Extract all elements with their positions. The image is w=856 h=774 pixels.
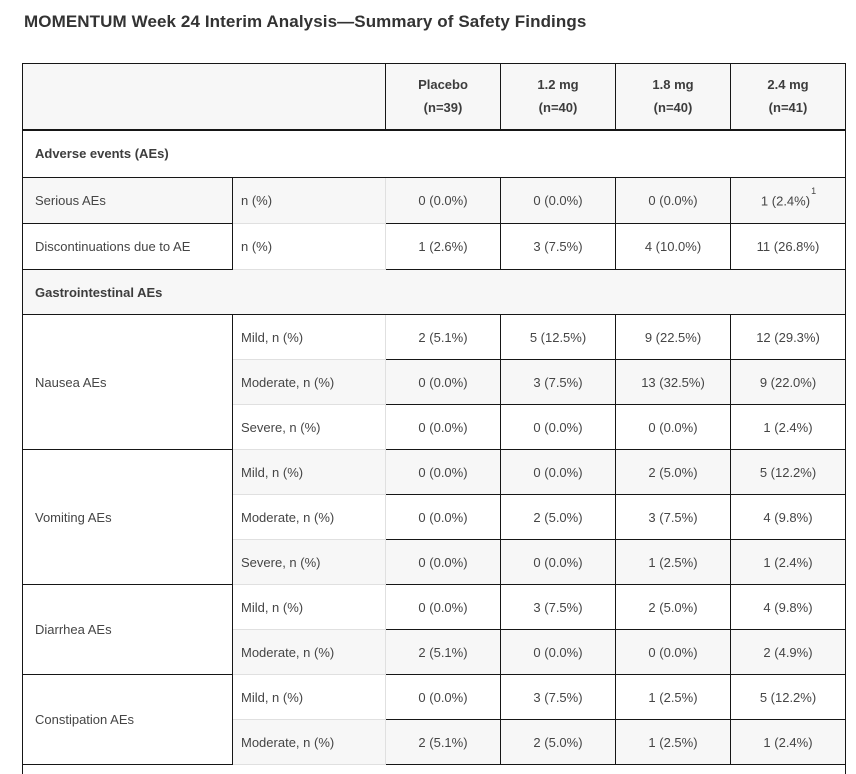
value-cell: 0 (0.0%) bbox=[500, 404, 616, 450]
value-cell: 3 (7.5%) bbox=[500, 359, 616, 405]
value-cell: 0 (0.0%) bbox=[385, 494, 501, 540]
column-label: 1.8 mg bbox=[652, 77, 694, 93]
row-sublabel: Mild, n (%) bbox=[232, 584, 386, 630]
row-sublabel: Moderate, n (%) bbox=[232, 719, 386, 765]
value-cell: 2 (4.9%) bbox=[730, 629, 846, 675]
table-row-diarrhea-mild: Diarrhea AEs Mild, n (%) 0 (0.0%) 3 (7.5… bbox=[22, 584, 846, 675]
row-sublabel: Mild, n (%) bbox=[232, 674, 386, 720]
value-cell: 3 (7.5%) bbox=[500, 584, 616, 630]
section-row-cutoff bbox=[23, 765, 846, 774]
table-row-discontinuations: Discontinuations due to AE n (%) 1 (2.6%… bbox=[22, 223, 846, 270]
row-label: Discontinuations due to AE bbox=[22, 223, 233, 270]
row-label: Serious AEs bbox=[22, 177, 233, 224]
value-cell: 2 (5.1%) bbox=[385, 314, 501, 360]
row-sublabel: Severe, n (%) bbox=[232, 539, 386, 585]
value-cell: 0 (0.0%) bbox=[615, 629, 731, 675]
value-cell: 3 (7.5%) bbox=[500, 223, 616, 270]
value-cell: 0 (0.0%) bbox=[615, 177, 731, 224]
header-col-placebo: Placebo (n=39) bbox=[385, 63, 501, 131]
value-cell: 5 (12.2%) bbox=[730, 674, 846, 720]
value-cell: 1 (2.6%) bbox=[385, 223, 501, 270]
value-cell: 0 (0.0%) bbox=[615, 404, 731, 450]
value-cell: 1 (2.4%)1 bbox=[730, 177, 846, 224]
header-empty-cell bbox=[22, 63, 386, 131]
section-label: Adverse events (AEs) bbox=[22, 129, 846, 178]
safety-findings-table: Placebo (n=39) 1.2 mg (n=40) 1.8 mg (n=4… bbox=[22, 63, 846, 774]
value-cell: 2 (5.0%) bbox=[500, 494, 616, 540]
value-cell: 1 (2.5%) bbox=[615, 719, 731, 765]
value-cell: 4 (9.8%) bbox=[730, 584, 846, 630]
column-label: 1.2 mg bbox=[537, 77, 579, 93]
value-cell: 0 (0.0%) bbox=[385, 584, 501, 630]
column-label: 2.4 mg bbox=[767, 77, 809, 93]
row-sublabel: n (%) bbox=[232, 223, 386, 270]
section-label: Gastrointestinal AEs bbox=[22, 269, 846, 315]
value-cell: 11 (26.8%) bbox=[730, 223, 846, 270]
value-cell: 0 (0.0%) bbox=[500, 449, 616, 495]
section-label bbox=[23, 765, 846, 774]
footnote-marker: 1 bbox=[811, 186, 817, 197]
column-n: (n=40) bbox=[538, 100, 578, 116]
value-cell: 4 (10.0%) bbox=[615, 223, 731, 270]
table-row-nausea-moderate: Moderate, n (%) 0 (0.0%) 3 (7.5%) 13 (32… bbox=[22, 359, 846, 405]
row-label-nausea: Nausea AEs bbox=[22, 314, 233, 450]
value-cell: 3 (7.5%) bbox=[500, 674, 616, 720]
section-row-adverse-events: Adverse events (AEs) bbox=[22, 129, 846, 178]
page-title: MOMENTUM Week 24 Interim Analysis—Summar… bbox=[24, 12, 587, 31]
column-n: (n=40) bbox=[653, 100, 693, 116]
row-sublabel: n (%) bbox=[232, 177, 386, 224]
section-row-gastrointestinal: Gastrointestinal AEs bbox=[22, 269, 846, 315]
value-cell: 0 (0.0%) bbox=[385, 404, 501, 450]
value-text: 1 (2.4%) bbox=[760, 193, 811, 209]
table-row-vomiting-mild: Vomiting AEs Mild, n (%) 0 (0.0%) 0 (0.0… bbox=[22, 449, 846, 585]
value-cell: 0 (0.0%) bbox=[385, 539, 501, 585]
column-label: Placebo bbox=[418, 77, 468, 93]
row-sublabel: Mild, n (%) bbox=[232, 314, 386, 360]
row-label-vomiting: Vomiting AEs bbox=[22, 449, 233, 585]
table-row-constipation-mild: Constipation AEs Mild, n (%) 0 (0.0%) 3 … bbox=[22, 674, 846, 765]
value-cell: 0 (0.0%) bbox=[500, 629, 616, 675]
value-cell: 1 (2.4%) bbox=[730, 719, 846, 765]
value-cell: 5 (12.2%) bbox=[730, 449, 846, 495]
row-label-constipation: Constipation AEs bbox=[22, 674, 233, 765]
row-sublabel: Moderate, n (%) bbox=[232, 359, 386, 405]
table-header-row: Placebo (n=39) 1.2 mg (n=40) 1.8 mg (n=4… bbox=[22, 63, 846, 131]
value-cell: 2 (5.1%) bbox=[385, 719, 501, 765]
header-col-2-4mg: 2.4 mg (n=41) bbox=[730, 63, 846, 131]
value-cell: 0 (0.0%) bbox=[500, 539, 616, 585]
value-cell: 4 (9.8%) bbox=[730, 494, 846, 540]
value-cell: 3 (7.5%) bbox=[615, 494, 731, 540]
value-cell: 1 (2.4%) bbox=[730, 404, 846, 450]
table-row-nausea-severe: Severe, n (%) 0 (0.0%) 0 (0.0%) 0 (0.0%)… bbox=[23, 404, 846, 450]
value-cell: 9 (22.0%) bbox=[730, 359, 846, 405]
value-cell: 0 (0.0%) bbox=[385, 177, 501, 224]
value-cell: 2 (5.0%) bbox=[500, 719, 616, 765]
table-row-serious-aes: Serious AEs n (%) 0 (0.0%) 0 (0.0%) 0 (0… bbox=[22, 177, 846, 224]
value-cell: 0 (0.0%) bbox=[385, 449, 501, 495]
value-cell: 0 (0.0%) bbox=[385, 674, 501, 720]
value-cell: 2 (5.0%) bbox=[615, 449, 731, 495]
value-cell: 1 (2.5%) bbox=[615, 539, 731, 585]
column-n: (n=41) bbox=[768, 100, 808, 116]
column-n: (n=39) bbox=[423, 100, 463, 116]
row-sublabel: Mild, n (%) bbox=[232, 449, 386, 495]
value-cell: 0 (0.0%) bbox=[500, 177, 616, 224]
row-label-diarrhea: Diarrhea AEs bbox=[22, 584, 233, 675]
value-cell: 13 (32.5%) bbox=[615, 359, 731, 405]
value-cell: 1 (2.5%) bbox=[615, 674, 731, 720]
value-cell: 2 (5.1%) bbox=[385, 629, 501, 675]
value-cell: 9 (22.5%) bbox=[615, 314, 731, 360]
value-cell: 2 (5.0%) bbox=[615, 584, 731, 630]
header-col-1-8mg: 1.8 mg (n=40) bbox=[615, 63, 731, 131]
row-sublabel: Moderate, n (%) bbox=[232, 629, 386, 675]
row-sublabel: Moderate, n (%) bbox=[232, 494, 386, 540]
value-cell: 12 (29.3%) bbox=[730, 314, 846, 360]
table-row-vomiting-moderate: Moderate, n (%) 0 (0.0%) 2 (5.0%) 3 (7.5… bbox=[23, 494, 846, 540]
header-col-1-2mg: 1.2 mg (n=40) bbox=[500, 63, 616, 131]
value-cell: 5 (12.5%) bbox=[500, 314, 616, 360]
table-row-nausea-mild: Nausea AEs Mild, n (%) 2 (5.1%) 5 (12.5%… bbox=[22, 314, 846, 450]
value-cell: 1 (2.4%) bbox=[730, 539, 846, 585]
row-sublabel: Severe, n (%) bbox=[232, 404, 386, 450]
value-cell: 0 (0.0%) bbox=[385, 359, 501, 405]
